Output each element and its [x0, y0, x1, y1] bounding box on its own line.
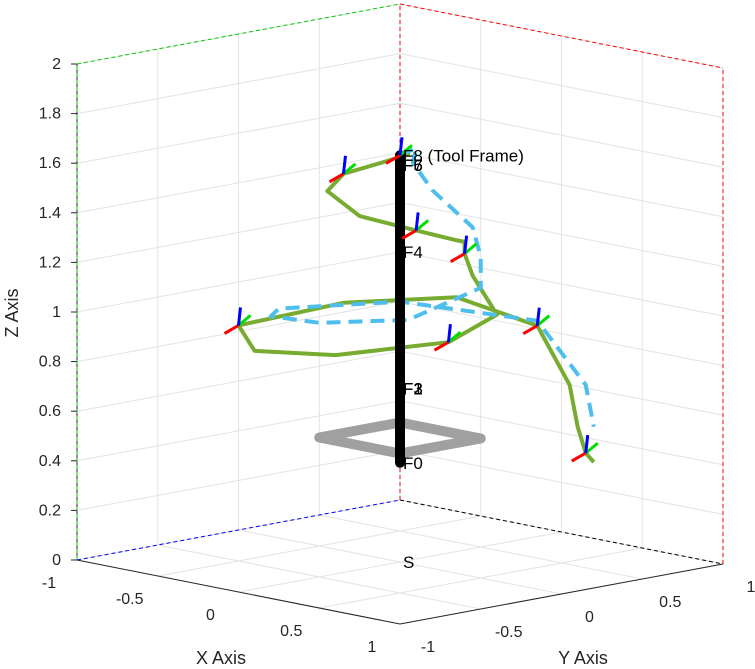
frame-label-f5: F5 [403, 156, 423, 175]
frame-triad-x-axis [385, 153, 401, 165]
frame-triad-x-axis [223, 324, 240, 335]
y-tick-label: 0.5 [659, 594, 681, 611]
x-tick-label: 0 [206, 607, 215, 624]
frame-label-f1: F1 [403, 379, 423, 398]
frame-triad-z-axis [398, 137, 404, 156]
frame-triad-z-axis [584, 434, 590, 454]
x-tick-label: 1 [368, 639, 377, 656]
trajectory-series-1 [236, 152, 596, 464]
frame-triad-y-axis [399, 144, 413, 157]
trajectory-series-2 [268, 145, 596, 428]
red-dashed-axis [399, 3, 724, 69]
frame-label-f7: F7 [403, 156, 423, 175]
frame-label-s: S [403, 553, 414, 572]
z-tick-label: 1.6 [39, 155, 61, 172]
z-tick-label: 1.8 [39, 106, 61, 123]
y-tick-label: 0 [585, 609, 594, 626]
tick-labels: 0 0.2 0.4 0.6 0.8 1 1.2 1.4 1.6 1.8 2 -1 -0.5 0 0.5 1 -1… [39, 56, 755, 656]
frame-triad-z-axis [414, 212, 420, 231]
frame-label-f4: F4 [403, 243, 423, 262]
y-tick-label: -1 [421, 639, 435, 656]
z-tick-label: 0.8 [39, 354, 61, 371]
y-tick-label: -0.5 [495, 624, 523, 641]
frame-triad-x-axis [401, 229, 417, 240]
grid-line-x-floor [238, 531, 562, 593]
z-tick-label: 1 [52, 304, 61, 321]
green-dashed-axis [76, 3, 401, 65]
y-axis-label: Y Axis [558, 648, 608, 668]
z-tick-label: 2 [52, 56, 61, 73]
frame-label-f6: F6 [403, 156, 423, 175]
z-tick-label: 1.4 [39, 205, 61, 222]
x-axis-label: X Axis [196, 648, 246, 668]
frame-triad-y-axis [342, 162, 357, 175]
blue-dashed-axis [76, 499, 401, 561]
frame-triad-y-axis [237, 314, 252, 327]
frame-label-f8: F8 (Tool Frame) [403, 146, 524, 165]
frame-label-f0: F0 [403, 454, 423, 473]
x-tick-label: -1 [42, 575, 56, 592]
z-tick-label: 0.4 [39, 453, 61, 470]
black-dashed-axis [399, 499, 724, 565]
frame-triad-y-axis [584, 441, 599, 455]
base-plate-outline [314, 417, 486, 459]
x-tick-label: -0.5 [116, 591, 144, 608]
frame-triad-z-axis [446, 324, 452, 343]
frame-triad-x-axis [522, 324, 539, 336]
frame-triad-x-axis [433, 340, 450, 352]
x-axis-line [76, 559, 401, 625]
y-tick-label: 1 [747, 579, 755, 596]
frame-label-f3: F3 [403, 379, 423, 398]
base-plate [314, 417, 486, 459]
z-tick-label: 1.2 [39, 254, 61, 271]
frame-triad-z-axis [535, 307, 541, 326]
z-tick-label: 0.2 [39, 502, 61, 519]
frame-triad-y-axis [536, 314, 551, 327]
frame-triad-y-axis [447, 331, 462, 344]
x-tick-label: 0.5 [280, 623, 302, 640]
frame-triad-z-axis [341, 155, 347, 175]
grid-line-x-floor [319, 547, 643, 609]
coordinate-frames [223, 137, 599, 463]
frame-triad-z-axis [463, 235, 469, 254]
z-tick-label: 0.6 [39, 403, 61, 420]
frame-label-f2: F2 [403, 379, 423, 398]
frame-triad-x-axis [570, 451, 587, 463]
frame-triad-y-axis [463, 242, 478, 255]
grid-line-x-floor [157, 515, 481, 577]
series-paths [236, 145, 596, 464]
z-axis-label: Z Axis [2, 288, 22, 337]
frame-triad-z-axis [237, 307, 242, 326]
frame-triad-x-axis [328, 172, 345, 184]
z-tick-label: 0 [52, 552, 61, 569]
frame-triad-y-axis [415, 219, 430, 232]
y-axis-line [399, 563, 724, 625]
frame-triad-x-axis [449, 252, 466, 263]
